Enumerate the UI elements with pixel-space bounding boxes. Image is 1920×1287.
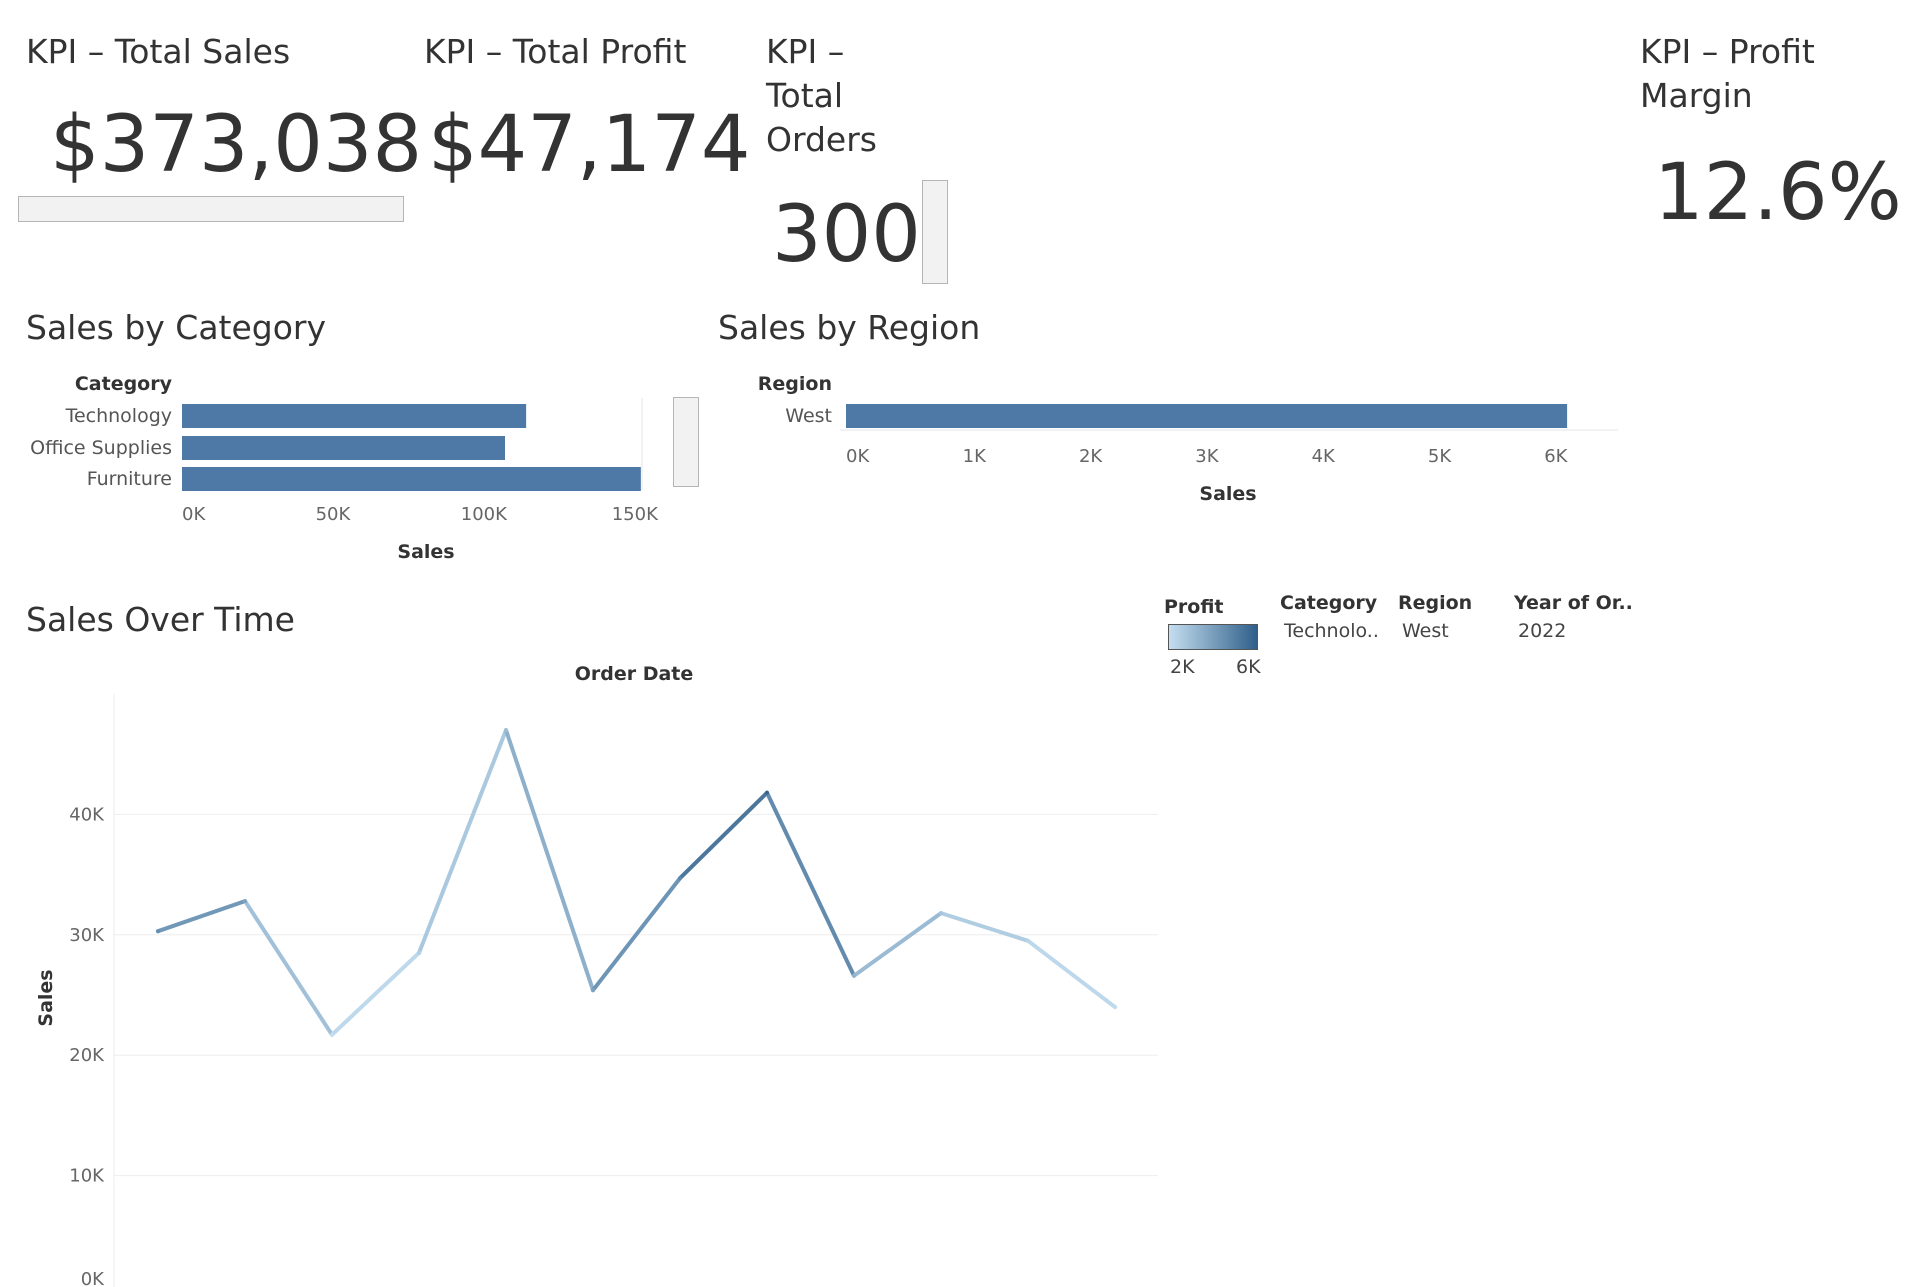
region-x-tick: 3K [1195, 446, 1219, 467]
sales-line-point [852, 973, 856, 978]
sales-line-point [939, 911, 943, 916]
line-y-axis-title: Sales [35, 969, 57, 1026]
sales-line-point [156, 929, 160, 934]
kpi-total-orders-title: KPI – Total Orders [766, 32, 877, 159]
sales-line-segment [417, 728, 508, 955]
sales-line-point [243, 899, 247, 904]
sales-line-point [330, 1032, 334, 1037]
sales-line-point [765, 790, 769, 795]
profit-legend-title: Profit [1164, 596, 1224, 618]
line-y-tick: 20K [69, 1045, 105, 1066]
sales-line-point [504, 728, 508, 733]
sales-by-region-title: Sales by Region [718, 308, 981, 347]
category-bar [182, 404, 527, 428]
region-x-tick: 2K [1079, 446, 1103, 467]
kpi-total-sales-value: $373,038 [50, 100, 423, 190]
kpi-total-profit-title: KPI – Total Profit [424, 32, 687, 71]
sales-over-time-chart: Order Date Sales 0K 10K 20K 30K 40K [35, 663, 1158, 1287]
filter-year-value[interactable]: 2022 [1518, 620, 1567, 642]
kpi-profit-margin-title: KPI – Profit Margin [1640, 32, 1815, 115]
sales-line-point [591, 988, 595, 993]
sales-line-segment [591, 876, 682, 993]
sales-line-point [1026, 938, 1030, 943]
profit-legend-max: 6K [1236, 656, 1261, 678]
sales-line-point [1113, 1005, 1117, 1010]
region-row-header: Region [758, 373, 832, 395]
category-x-tick: 100K [461, 504, 508, 525]
kpi-total-orders-value: 300 [772, 190, 921, 280]
sales-line-segment [678, 790, 769, 881]
region-label: West [785, 405, 832, 427]
sales-line-point [417, 950, 421, 955]
kpi-total-sales-title: KPI – Total Sales [26, 32, 291, 71]
profit-legend-min: 2K [1170, 656, 1195, 678]
sales-line-segment [1026, 938, 1117, 1010]
profit-legend-gradient [1168, 624, 1258, 650]
line-x-axis-title: Order Date [575, 663, 694, 685]
sales-line-segment [852, 911, 943, 978]
sales-by-category-scrollbar[interactable] [673, 397, 699, 487]
line-y-tick: 0K [81, 1269, 105, 1287]
sales-line-segment [243, 899, 334, 1037]
region-x-tick: 6K [1544, 446, 1568, 467]
category-label: Technology [65, 405, 172, 427]
sales-line-segment [504, 728, 595, 993]
category-x-tick: 150K [612, 504, 659, 525]
region-x-tick: 5K [1428, 446, 1452, 467]
category-label: Office Supplies [30, 437, 172, 459]
category-x-axis-title: Sales [397, 541, 454, 563]
region-bar [846, 404, 1568, 428]
line-y-tick: 30K [69, 925, 105, 946]
category-row-header: Category [75, 373, 173, 395]
sales-over-time-title: Sales Over Time [26, 600, 295, 639]
kpi-profit-margin-value: 12.6% [1654, 148, 1902, 238]
filter-category-value[interactable]: Technolo.. [1284, 620, 1379, 642]
sales-line-point [678, 876, 682, 881]
region-x-tick: 4K [1312, 446, 1336, 467]
sales-line-segment [330, 950, 421, 1037]
filter-year-label: Year of Or.. [1514, 592, 1633, 614]
sales-line-segment [939, 911, 1030, 943]
sales-by-category-title: Sales by Category [26, 308, 327, 347]
kpi-total-profit-value: $47,174 [428, 100, 751, 190]
line-y-tick: 40K [69, 804, 105, 825]
kpi-total-sales-scrollbar[interactable] [18, 196, 404, 222]
kpi-total-orders-scrollbar[interactable] [922, 180, 948, 284]
filter-category-label: Category [1280, 592, 1378, 614]
sales-by-region-chart: Region West 0K 1K 2K 3K 4K 5K 6K Sales [758, 373, 1618, 505]
sales-line-segment [156, 899, 247, 934]
category-x-tick: 0K [182, 504, 206, 525]
region-x-axis-title: Sales [1199, 483, 1256, 505]
sales-line-segment [765, 790, 856, 978]
filter-region-value[interactable]: West [1402, 620, 1449, 642]
sales-by-category-chart: Category Technology Office Supplies Furnit… [30, 373, 659, 563]
category-bar [182, 467, 641, 491]
region-x-tick: 0K [846, 446, 870, 467]
category-x-tick: 50K [316, 504, 352, 525]
category-label: Furniture [87, 468, 172, 490]
filter-region-label: Region [1398, 592, 1473, 614]
line-y-tick: 10K [69, 1166, 105, 1187]
category-bar [182, 436, 506, 460]
region-x-tick: 1K [963, 446, 987, 467]
